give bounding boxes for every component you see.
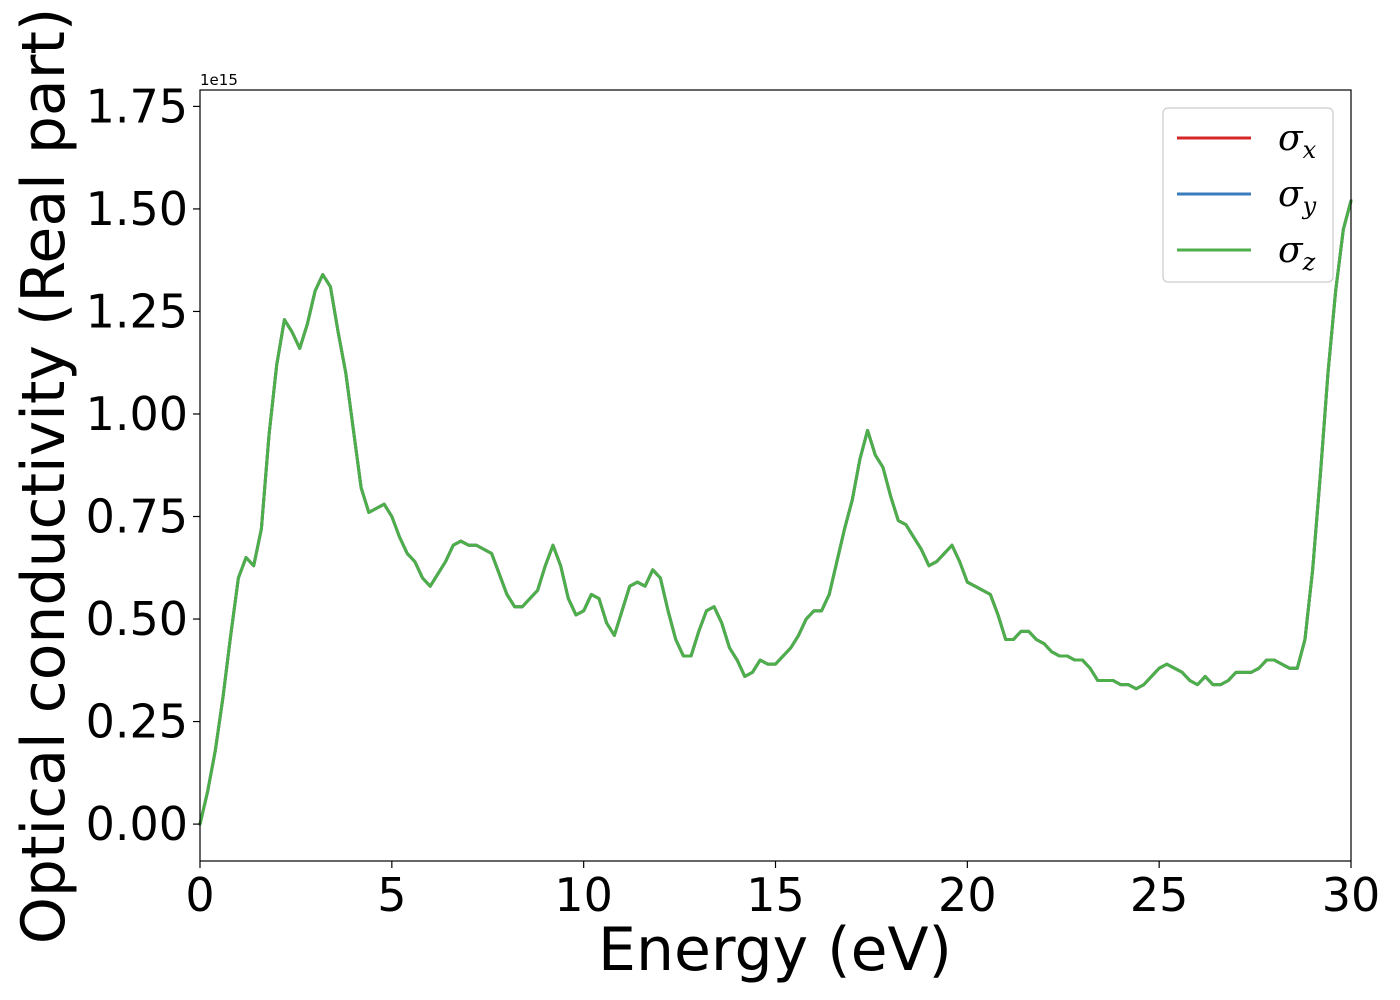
x-tick-label: 15 <box>746 868 805 922</box>
y-tick-label: 1.00 <box>86 387 188 441</box>
x-tick-label: 20 <box>938 868 997 922</box>
x-axis: 0 5 10 15 20 25 30 <box>185 861 1380 922</box>
y-tick-label: 0.50 <box>86 592 188 646</box>
series-line-z <box>198 199 1353 826</box>
x-axis-title: Energy (eV) <box>598 915 952 985</box>
y-tick-label: 1.50 <box>86 182 188 236</box>
y-tick-label: 1.75 <box>86 79 188 133</box>
x-tick-label: 30 <box>1322 868 1381 922</box>
y-tick-label: 1.25 <box>86 284 188 338</box>
legend-label-x: σx <box>1278 118 1317 164</box>
x-tick-label: 0 <box>185 868 214 922</box>
legend-label-y: σy <box>1278 174 1317 220</box>
y-tick-label: 0.75 <box>86 490 188 544</box>
legend: σx σy σz <box>1162 107 1334 283</box>
y-tick-label: 0.25 <box>86 695 188 749</box>
y-offset-text: 1e15 <box>200 71 238 89</box>
y-axis: 0.00 0.25 0.50 0.75 1.00 1.25 1.50 1.75 <box>86 79 200 851</box>
legend-label-z: σz <box>1278 230 1316 276</box>
series-layer <box>198 199 1353 826</box>
x-tick-label: 10 <box>554 868 613 922</box>
y-axis-title: Optical conductivity (Real part) <box>9 8 79 945</box>
x-tick-label: 25 <box>1130 868 1189 922</box>
x-tick-label: 5 <box>377 868 406 922</box>
y-tick-label: 0.00 <box>86 797 188 851</box>
